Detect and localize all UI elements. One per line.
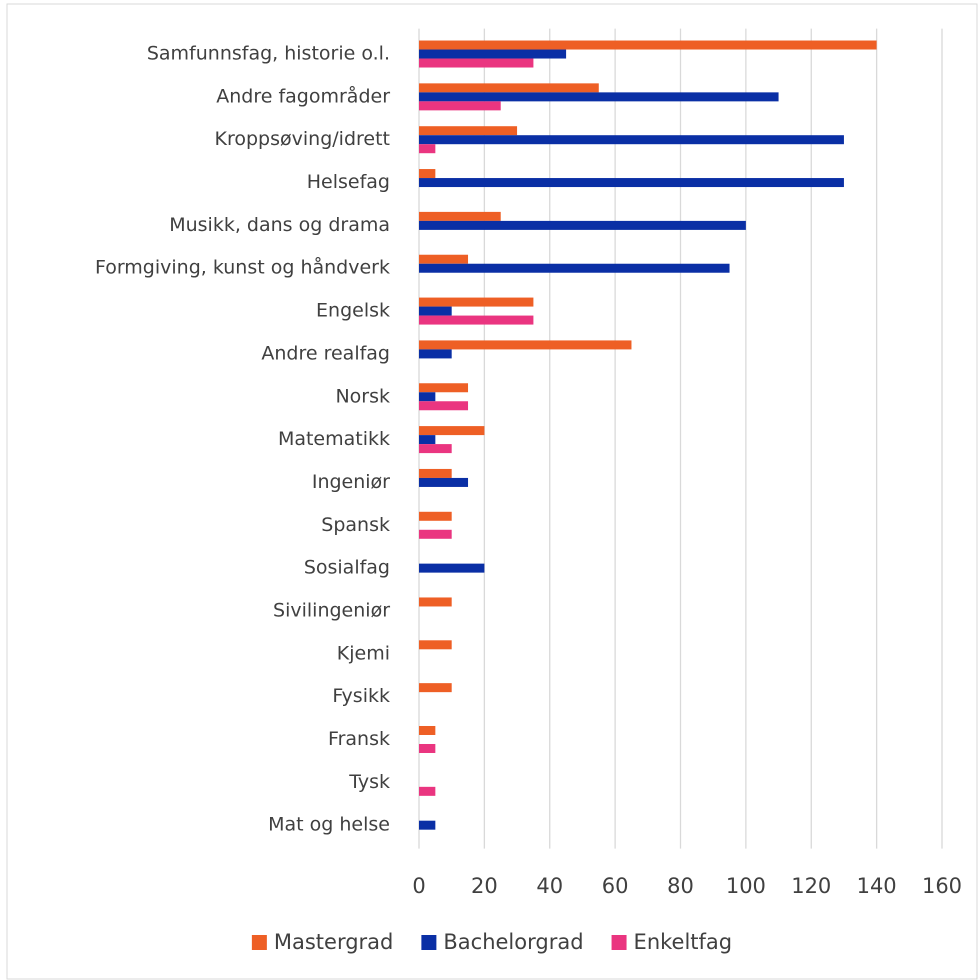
x-tick-label: 80 [667,874,694,898]
bar [419,211,501,221]
y-tick-label: Engelsk [316,300,390,322]
bar [419,786,436,796]
bar [419,40,877,50]
bar [419,529,452,539]
bar [419,511,452,521]
y-tick-label: Samfunnsfag, historie o.l. [147,43,390,65]
bar [419,169,436,179]
y-tick-label: Matematikk [278,428,390,450]
x-tick-label: 60 [602,874,629,898]
bar [419,820,436,830]
legend-label: Enkeltfag [634,930,733,954]
y-tick-label: Helsefag [307,171,390,193]
y-tick-label: Kjemi [337,642,390,664]
y-tick-label: Spansk [321,514,390,536]
chart-frame [6,3,978,980]
y-tick-label: Andre realfag [261,342,390,364]
legend-label: Mastergrad [274,930,394,954]
y-tick-label: Formgiving, kunst og håndverk [95,256,390,279]
bar [419,563,485,573]
y-tick-label: Sosialfag [304,557,390,579]
bar [419,401,469,411]
x-tick-label: 40 [536,874,563,898]
y-tick-label: Fysikk [332,685,390,707]
bar [419,178,844,188]
x-tick-label: 140 [857,874,897,898]
bar [419,640,452,650]
bar [419,725,436,735]
x-tick-label: 0 [412,874,425,898]
y-tick-label: Norsk [335,385,390,407]
x-tick-label: 100 [726,874,766,898]
bar [419,254,469,264]
bar [419,435,436,445]
y-tick-label: Musikk, dans og drama [169,214,390,236]
legend-swatch [251,935,267,950]
bar [419,383,469,393]
bar [419,426,485,436]
bar [419,306,452,316]
bar [419,468,452,478]
bar [419,101,501,111]
bar [419,743,436,753]
bar [419,126,518,136]
bar [419,220,746,230]
x-tick-label: 20 [471,874,498,898]
bar [419,349,452,359]
bar [419,92,779,102]
bar [419,392,436,402]
y-tick-label: Mat og helse [268,814,390,836]
bar [419,340,632,350]
bar [419,315,534,325]
bar [419,83,599,93]
legend-label: Bachelorgrad [443,930,583,954]
bar [419,49,567,59]
bar [419,477,469,487]
y-tick-label: Tysk [348,771,390,793]
legend-swatch [421,935,437,950]
bar [419,58,534,68]
x-tick-label: 120 [791,874,831,898]
y-tick-label: Sivilingeniør [273,599,390,621]
bar [419,597,452,607]
y-tick-label: Andre fagområder [216,84,390,107]
bar [419,297,534,307]
y-tick-label: Ingeniør [312,471,390,493]
y-tick-label: Fransk [328,728,390,750]
y-tick-label: Kroppsøving/idrett [215,128,390,150]
bar [419,683,452,693]
bar [419,263,730,273]
x-tick-label: 160 [922,874,962,898]
bar [419,144,436,154]
legend-swatch [611,935,627,950]
bar [419,444,452,454]
bar [419,135,844,145]
